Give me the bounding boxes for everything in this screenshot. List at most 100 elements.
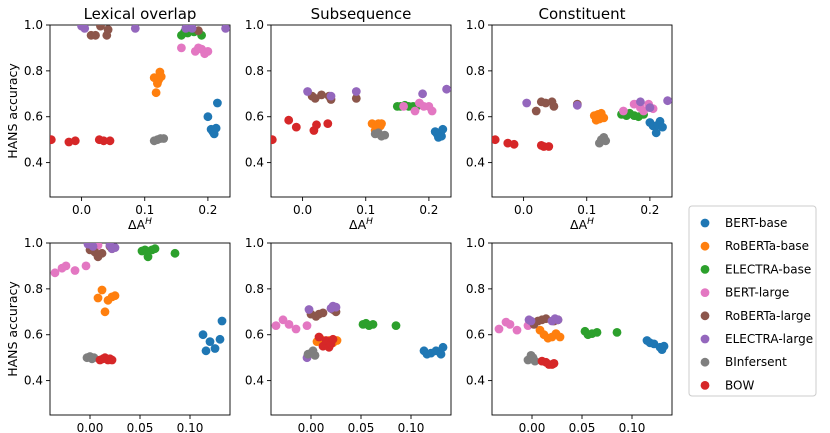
point-bow	[99, 136, 109, 146]
point-bow	[50, 135, 56, 145]
point-bert_large	[271, 321, 281, 330]
point-roberta_base	[151, 88, 161, 98]
point-binfersent	[601, 136, 611, 146]
legend-label-electra_large: ELECTRA-large	[725, 332, 813, 346]
point-roberta_base	[93, 293, 103, 303]
point-roberta_large	[549, 102, 559, 111]
panel-title: Constituent	[538, 5, 625, 23]
point-bow	[328, 334, 338, 344]
point-bert_large	[505, 320, 515, 329]
y-tick-label: 1.0	[245, 236, 264, 250]
point-bert_base	[217, 316, 227, 326]
legend-label-bow: BOW	[725, 378, 754, 392]
y-tick-label: 0.6	[466, 328, 485, 342]
panel-r2-c2: 0.40.60.81.00.000.050.10ΔAS	[245, 236, 452, 433]
point-roberta_large	[97, 248, 107, 258]
y-tick-label: 0.6	[24, 110, 43, 124]
x-tick-label: 0.10	[177, 421, 204, 433]
data-points	[50, 243, 227, 365]
point-bow	[107, 355, 117, 365]
point-bert_large	[494, 324, 504, 334]
y-tick-label: 0.4	[245, 374, 264, 388]
point-electra_large	[331, 302, 341, 312]
point-electra_large	[522, 98, 532, 108]
point-electra_base	[612, 328, 622, 337]
y-tick-label: 0.8	[466, 282, 485, 296]
point-electra_large	[526, 316, 536, 326]
panel-r1-c2: 0.4 0.6 0.8 1.0 0.0 0.1 0.2 ΔAH Subsequence	[245, 5, 452, 232]
x-tick-label: 0.00	[77, 421, 104, 433]
point-bert_base	[215, 334, 225, 344]
x-tick-label: 0.00	[298, 421, 325, 433]
data-points	[271, 301, 448, 363]
x-tick-label: 0.05	[569, 421, 596, 433]
legend-marker-electra_base	[700, 265, 710, 274]
panel-title: Lexical overlap	[84, 5, 197, 23]
legend-label-bert_base: BERT-base	[725, 216, 787, 230]
point-bow	[312, 120, 321, 130]
point-bert_base	[205, 337, 215, 346]
axes-frame	[270, 24, 452, 198]
point-binfersent	[380, 130, 390, 140]
point-electra_base	[150, 244, 160, 254]
legend-marker-binfersent	[700, 357, 710, 367]
point-electra_large	[303, 87, 312, 96]
point-bert_base	[213, 98, 222, 108]
x-tick-label: 0.2	[419, 203, 438, 217]
point-bert_large	[410, 106, 420, 116]
point-electra_base	[143, 252, 153, 262]
panel-r1-c1: 0.4 0.6 0.8 1.0 0.0 0.1 0.2 ΔAH HANS accuracy Lex…	[5, 5, 231, 232]
x-tick-label: 0.10	[619, 421, 646, 433]
point-bert_large	[278, 315, 288, 325]
legend-label-binfersent: BInfersent	[725, 355, 787, 369]
point-electra_large	[636, 97, 645, 107]
point-bert_large	[50, 268, 60, 278]
y-tick-label: 0.8	[245, 282, 264, 296]
y-tick-label: 0.8	[24, 64, 43, 78]
x-tick-label: 0.0	[72, 203, 91, 217]
point-bert_large	[302, 321, 312, 330]
point-roberta_base	[110, 291, 120, 301]
x-tick-label: 0.0	[293, 203, 312, 217]
y-tick-label: 0.4	[466, 374, 485, 388]
legend: BERT-base RoBERTa-base ELECTRA-base BERT-la…	[688, 205, 817, 397]
point-electra_large	[221, 25, 230, 33]
x-tick-label: 0.05	[348, 421, 375, 433]
point-roberta_large	[351, 94, 361, 103]
y-tick-label: 0.4	[466, 156, 485, 170]
y-tick-label: 0.6	[245, 110, 264, 124]
data-points	[494, 314, 669, 369]
point-electra_large	[442, 84, 451, 94]
point-electra_base	[391, 321, 401, 330]
legend-marker-roberta_large	[700, 311, 710, 321]
point-roberta_base	[97, 285, 107, 295]
point-bert_large	[70, 266, 80, 275]
point-binfersent	[159, 134, 169, 143]
legend-label-roberta_base: RoBERTa-base	[725, 239, 809, 253]
point-bert_large	[61, 261, 71, 271]
point-electra_base	[140, 245, 150, 255]
point-roberta_large	[103, 25, 113, 34]
point-bert_large	[81, 261, 91, 271]
y-axis-label: HANS accuracy	[5, 281, 20, 377]
point-bert_base	[438, 124, 448, 134]
x-axis-label: ΔAH	[570, 217, 594, 232]
point-bow	[271, 135, 277, 145]
point-bow	[492, 135, 500, 145]
legend-label-electra_base: ELECTRA-base	[725, 262, 811, 276]
x-tick-label: 0.1	[135, 203, 154, 217]
point-bert_large	[619, 106, 628, 116]
panel-r2-c3: 0.40.60.81.00.000.050.10ΔAS	[466, 236, 673, 433]
x-tick-label: 0.2	[198, 203, 217, 217]
point-bert_base	[437, 131, 446, 141]
x-tick-label: 0.0	[514, 203, 533, 217]
point-bert_base	[203, 112, 213, 122]
point-bert_base	[658, 122, 667, 132]
x-tick-label: 0.1	[356, 203, 375, 217]
legend-marker-bow	[700, 381, 710, 390]
point-bert_large	[512, 325, 522, 335]
point-bert_base	[211, 123, 221, 133]
panel-title: Subsequence	[311, 5, 412, 23]
point-bert_base	[436, 349, 446, 359]
